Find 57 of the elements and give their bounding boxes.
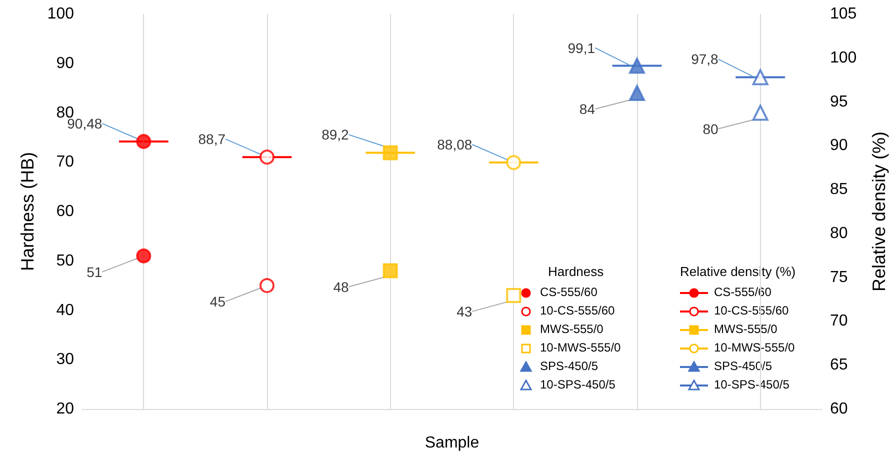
y2-tick-label: 70 [830,312,848,330]
y2-tick-label: 95 [830,93,848,110]
y2-tick-label: 105 [830,6,857,22]
y-tick-label: 40 [56,302,74,319]
legend-label: SPS-450/5 [540,359,598,373]
y-tick-label: 20 [56,400,74,418]
data-label: 80 [702,120,719,137]
legend-label: SPS-450/5 [714,359,772,373]
point [136,134,152,149]
y-tick-label: 70 [56,154,74,171]
x-axis-title: Sample [424,434,480,452]
data-label: 99,1 [568,40,596,56]
point [506,288,522,303]
y-tick-label: 100 [47,6,74,22]
y2-tick-label: 80 [830,224,848,242]
legend-label: 10-SPS-450/5 [714,378,790,392]
legend-label: CS-555/60 [714,285,772,299]
data-label: 43 [456,303,472,320]
legend-label: CS-555/60 [540,285,598,299]
data-label: 97,8 [691,51,719,68]
data-label: 88,08 [437,136,472,153]
y-tick-label: 90 [56,54,74,72]
point [260,278,274,294]
y2-tick-label: 90 [830,137,848,154]
point [260,150,274,165]
point [382,145,398,160]
legend-label: 10-MWS-555/0 [540,340,622,354]
point [629,58,645,74]
y2-tick-label: 100 [830,49,857,66]
data-label: 88,7 [198,131,226,148]
legend-label: 10-MWS-555/0 [714,340,796,354]
y2-tick-label: 85 [830,181,848,198]
point [506,155,522,170]
data-label: 51 [86,264,102,280]
point [752,69,768,86]
legend-label: 10-CS-555/60 [714,304,790,318]
annotation: Hardness [548,264,604,279]
data-label: 48 [333,278,350,295]
y2-tick-label: 65 [830,356,848,374]
data-label: 89,2 [322,126,350,143]
y2-tick-label: 75 [830,268,848,286]
point [136,248,152,264]
y-axis-title: Hardness (HB) [17,152,38,272]
y-tick-label: 30 [56,351,74,368]
data-label: 84 [579,101,596,117]
y2-tick-label: 60 [830,400,848,418]
point [752,104,768,121]
legend-label: MWS-555/0 [714,322,778,336]
y2-axis-title: Relative density (%) [869,131,889,292]
data-label: 45 [210,294,226,310]
legend-label: 10-SPS-450/5 [540,378,616,392]
y-tick-label: 60 [56,203,74,220]
legend-label: 10-CS-555/60 [540,304,616,318]
point [382,263,398,278]
point [629,85,645,101]
legend-label: MWS-555/0 [540,322,604,336]
y-tick-label: 50 [56,252,74,270]
